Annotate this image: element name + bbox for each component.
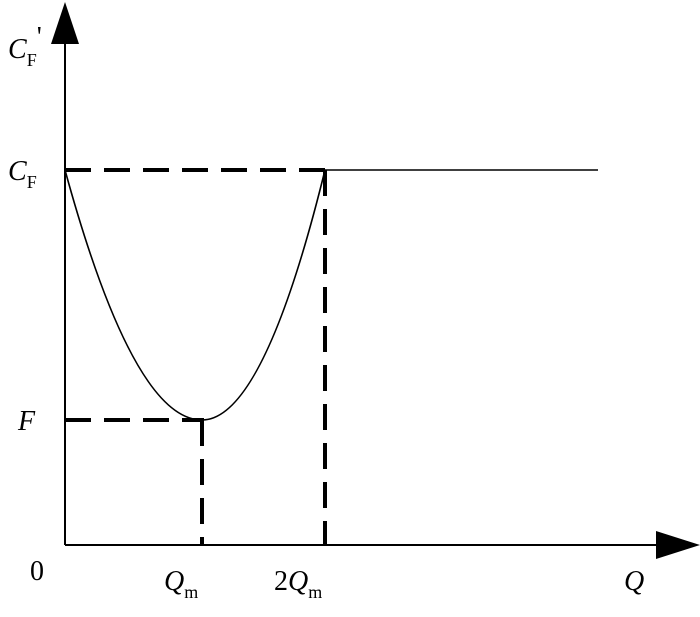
y-axis-label: CF' [8,22,42,70]
qm-label: Qm [164,566,198,602]
2qm-label: 2Qm [274,566,322,602]
cost-curve [64,169,326,421]
origin-label: 0 [30,556,44,587]
y-arrow [51,2,79,44]
x-arrow [656,531,700,559]
x-axis-label: Q [624,566,644,597]
lower-level-label: F [17,406,36,437]
upper-level-label: CF [8,156,37,192]
